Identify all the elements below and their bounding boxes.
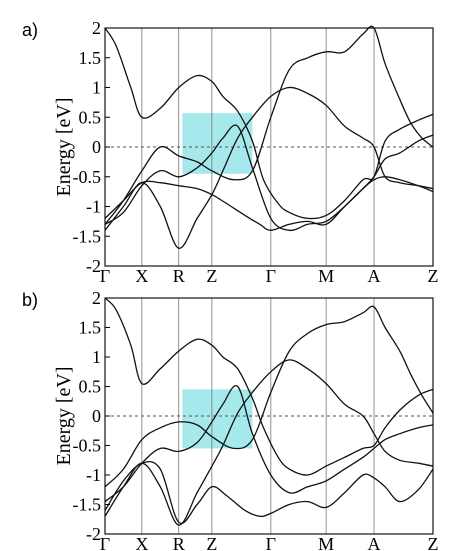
band-line-1 bbox=[104, 27, 434, 220]
y-tick-label: 0.5 bbox=[79, 107, 102, 127]
x-tick-label: A bbox=[368, 534, 381, 551]
x-tick-label: X bbox=[135, 266, 148, 286]
panel-label: b) bbox=[22, 290, 38, 310]
y-tick-label: 1 bbox=[92, 78, 101, 98]
y-tick-label: -2 bbox=[86, 256, 101, 276]
band-line-1 bbox=[104, 297, 434, 476]
band-line-2 bbox=[104, 25, 434, 225]
y-tick-label: 1.5 bbox=[79, 318, 102, 338]
y-tick-label: -1.5 bbox=[73, 495, 102, 515]
band-line-3 bbox=[104, 124, 434, 232]
x-tick-label: M bbox=[318, 266, 334, 286]
x-tick-label: A bbox=[368, 266, 381, 286]
x-tick-label: R bbox=[173, 266, 185, 286]
y-tick-label: 1.5 bbox=[79, 48, 102, 68]
x-tick-label: X bbox=[135, 534, 148, 551]
y-axis-title: Energy [eV] bbox=[53, 366, 75, 465]
x-tick-label: Γ bbox=[100, 266, 110, 286]
x-tick-label: R bbox=[173, 534, 185, 551]
highlight-region bbox=[182, 113, 253, 174]
band-line-2 bbox=[104, 305, 434, 488]
panel-label: a) bbox=[22, 20, 38, 40]
y-tick-label: 0 bbox=[92, 137, 101, 157]
band-line-3 bbox=[104, 384, 434, 503]
y-tick-label: 1 bbox=[92, 347, 101, 367]
y-tick-label: -1 bbox=[86, 465, 101, 485]
y-tick-label: -1.5 bbox=[73, 226, 102, 246]
x-tick-label: Z bbox=[428, 266, 439, 286]
y-tick-label: -2 bbox=[86, 524, 101, 544]
y-tick-label: -1 bbox=[86, 197, 101, 217]
band-line-4 bbox=[104, 86, 434, 249]
x-tick-label: Z bbox=[206, 534, 217, 551]
x-tick-label: Γ bbox=[100, 534, 110, 551]
band-line-5 bbox=[104, 460, 434, 525]
x-tick-label: Z bbox=[206, 266, 217, 286]
band-line-5 bbox=[104, 176, 434, 231]
x-tick-label: Γ bbox=[266, 266, 276, 286]
y-tick-label: -0.5 bbox=[73, 167, 102, 187]
y-tick-label: 2 bbox=[92, 18, 101, 38]
y-tick-label: 0.5 bbox=[79, 377, 102, 397]
x-tick-label: Γ bbox=[266, 534, 276, 551]
y-tick-label: 0 bbox=[92, 406, 101, 426]
y-axis-title: Energy [eV] bbox=[53, 97, 75, 196]
highlight-region bbox=[182, 389, 253, 449]
x-tick-label: Z bbox=[428, 534, 439, 551]
band-line-4 bbox=[104, 359, 434, 526]
x-tick-label: M bbox=[318, 534, 334, 551]
y-tick-label: -0.5 bbox=[73, 436, 102, 456]
y-tick-label: 2 bbox=[92, 288, 101, 308]
